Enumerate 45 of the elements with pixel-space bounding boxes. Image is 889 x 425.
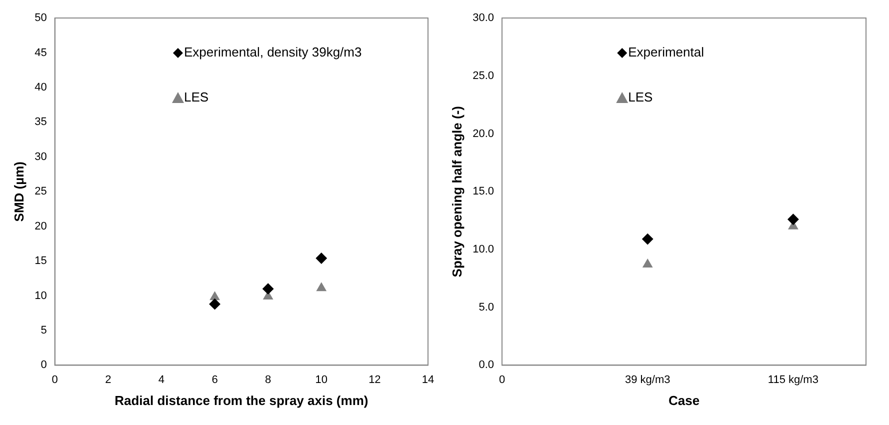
y-tick-label: 30.0: [472, 12, 494, 24]
y-tick-label: 0: [40, 359, 47, 372]
y-tick-label: 0.0: [478, 359, 494, 372]
x-tick-label: 0: [52, 374, 58, 386]
point: [209, 298, 220, 310]
y-tick-label: 5: [40, 324, 47, 337]
legend-label: LES: [184, 90, 209, 105]
x-tick-label: 10: [315, 374, 328, 386]
y-tick-label: 40: [34, 81, 47, 94]
x-tick-label: 14: [422, 374, 434, 386]
x-tick-label: 115 kg/m3: [768, 374, 818, 386]
y-tick-label: 25.0: [472, 70, 494, 82]
y-tick-label: 30: [34, 150, 47, 163]
legend-label: LES: [628, 90, 654, 105]
point: [210, 292, 220, 300]
x-tick-label: 6: [212, 374, 218, 386]
x-tick-label: 39 kg/m3: [624, 374, 670, 386]
point: [788, 214, 799, 225]
x-axis-title: Radial distance from the spray axis (mm): [114, 392, 368, 408]
y-tick-label: 20: [34, 220, 47, 232]
point: [642, 259, 652, 268]
y-tick-label: 5.0: [478, 301, 494, 314]
point: [316, 252, 327, 264]
y-tick-label: 25: [34, 186, 47, 198]
x-tick-label: 0: [498, 374, 506, 386]
x-axis-title: Case: [668, 392, 700, 408]
legend-label: Experimental, density 39kg/m3: [184, 44, 362, 60]
y-tick-label: 15: [34, 255, 47, 268]
x-tick-label: 12: [368, 374, 381, 386]
y-tick-label: 50: [34, 12, 47, 24]
legend-label: Experimental: [628, 44, 704, 60]
y-tick-label: 10: [34, 290, 47, 302]
y-axis-title: Spray opening half angle (-): [449, 106, 464, 278]
x-tick-label: 4: [158, 374, 165, 386]
point: [262, 283, 274, 294]
y-tick-label: 35: [34, 116, 47, 128]
y-tick-label: 45: [34, 46, 47, 59]
y-axis-title: SMD (µm): [11, 161, 26, 222]
x-tick-label: 8: [265, 374, 272, 386]
x-tick-label: 2: [105, 374, 112, 386]
point: [642, 234, 654, 245]
y-tick-label: 15.0: [472, 186, 494, 198]
y-tick-label: 10.0: [472, 244, 494, 256]
point: [316, 282, 326, 292]
y-tick-label: 20.0: [472, 128, 494, 140]
